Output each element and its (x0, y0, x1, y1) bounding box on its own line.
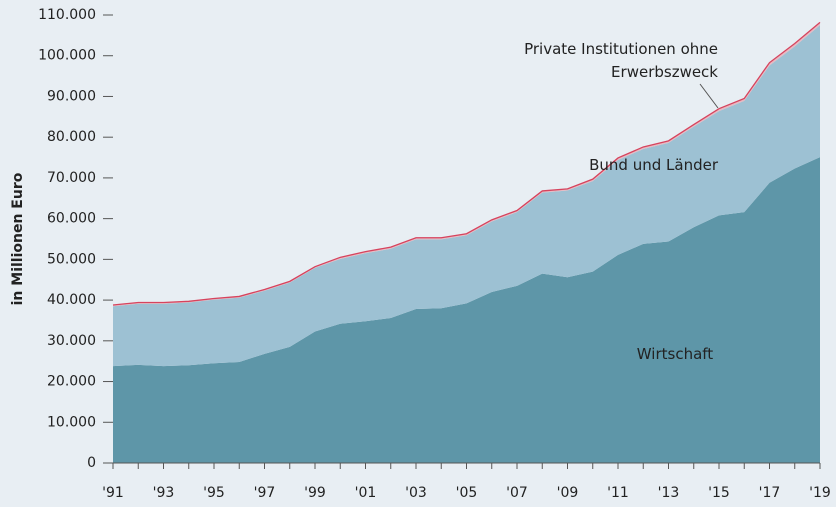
y-tick-label: 70.000 (47, 170, 96, 186)
pointer-line (699, 83, 719, 109)
series-label: Wirtschaft (636, 345, 714, 363)
y-tick-label: 20.000 (47, 374, 96, 390)
y-tick-label: 60.000 (47, 211, 96, 227)
top-line (112, 21, 821, 306)
area (113, 157, 820, 463)
y-axis-label: in Millionen Euro (10, 172, 26, 305)
x-tick-label: '99 (304, 485, 326, 501)
y-tick-label: 100.000 (38, 48, 96, 64)
x-tick-label: '05 (456, 485, 478, 501)
y-tick-label: 10.000 (47, 414, 96, 430)
x-tick-label: '93 (153, 485, 175, 501)
y-tick-label: 110.000 (38, 7, 96, 23)
y-tick-label: 90.000 (47, 88, 96, 104)
y-tick-label: 40.000 (47, 292, 96, 308)
x-tick-label: '95 (203, 485, 225, 501)
x-tick-label: '11 (607, 485, 629, 501)
x-tick-label: '97 (254, 485, 276, 501)
x-tick-label: '91 (102, 485, 124, 501)
x-tick-label: '09 (557, 485, 579, 501)
x-tick-label: '13 (658, 485, 680, 501)
y-tick-label: 80.000 (47, 129, 96, 145)
x-tick-label: '17 (759, 485, 781, 501)
x-tick-label: '19 (809, 485, 831, 501)
y-tick-label: 30.000 (47, 333, 96, 349)
x-tick-label: '01 (355, 485, 377, 501)
area (113, 25, 820, 367)
x-tick-label: '07 (506, 485, 528, 501)
x-tick-label: '03 (405, 485, 427, 501)
y-tick-label: 0 (87, 455, 96, 471)
series-label: Bund und Länder (589, 156, 718, 174)
series-label: Private Institutionen ohne Erwerbszweck (524, 40, 718, 81)
x-tick-label: '15 (708, 485, 730, 501)
y-tick-label: 50.000 (47, 251, 96, 267)
